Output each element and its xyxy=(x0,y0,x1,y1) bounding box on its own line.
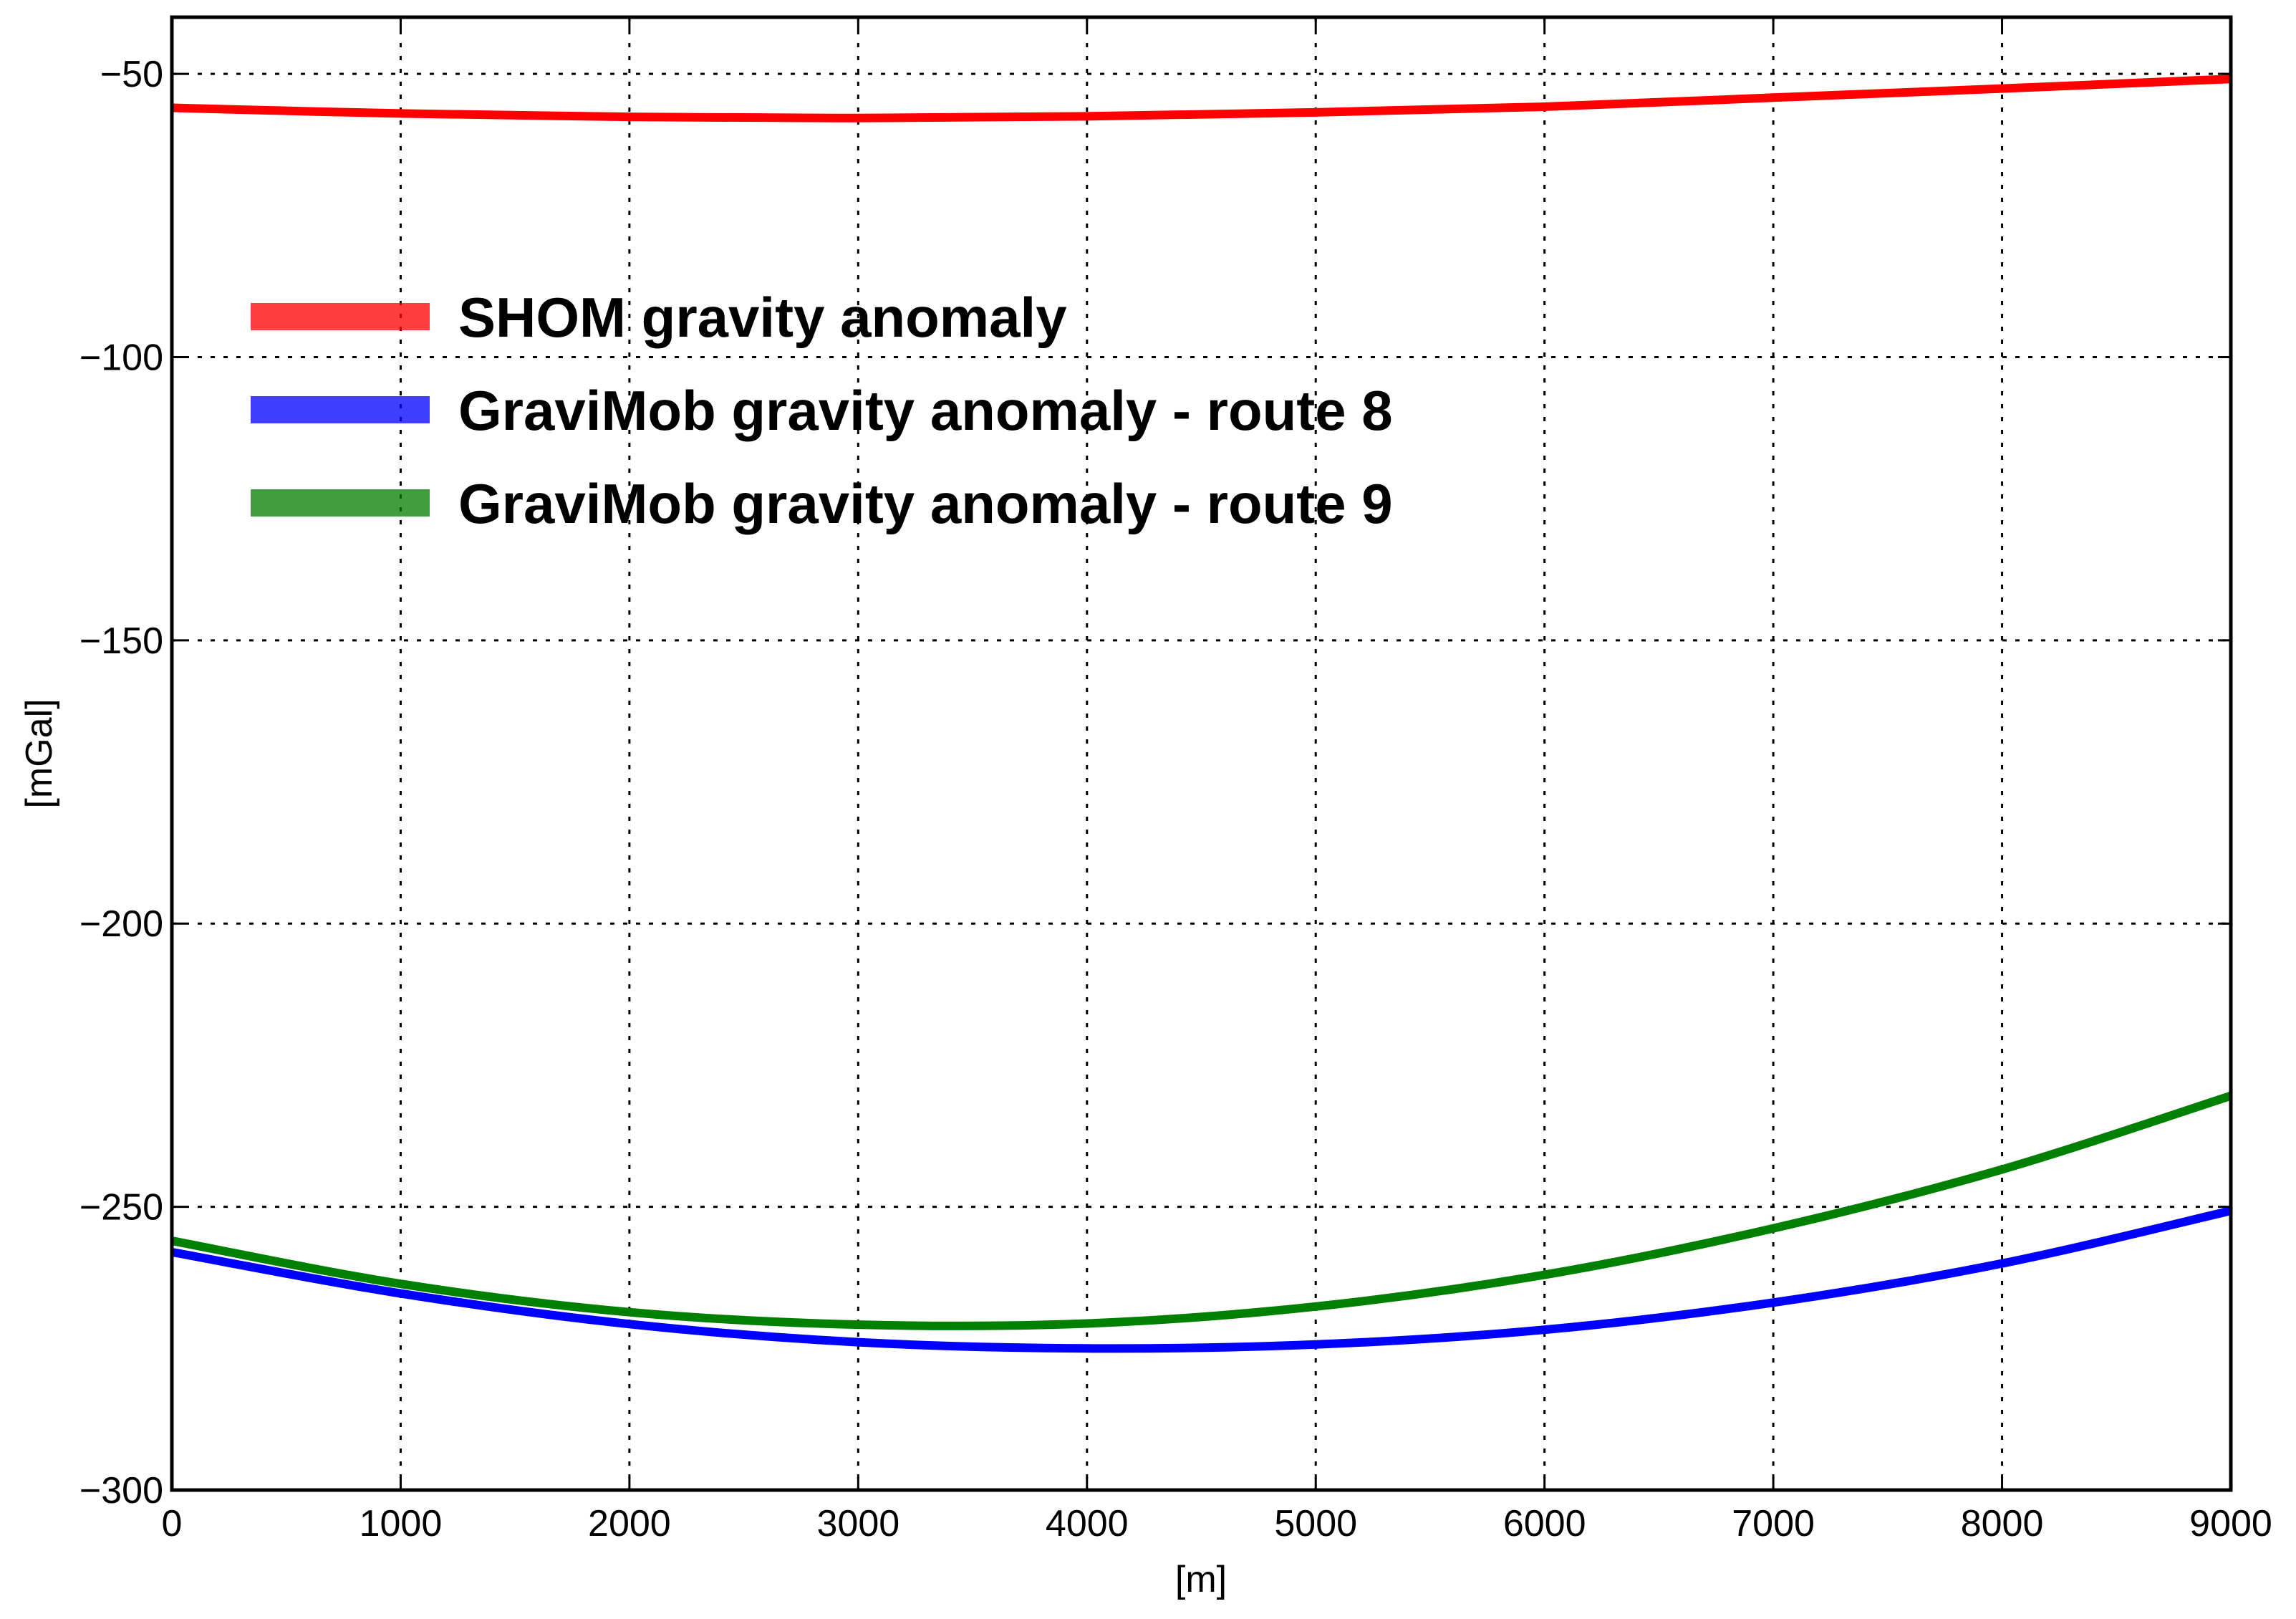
x-tick-label: 7000 xyxy=(1732,1503,1815,1544)
x-tick-labels: 0 1000 2000 3000 4000 5000 6000 7000 8000 9000 xyxy=(162,1503,2272,1544)
series-line-2 xyxy=(170,1206,2232,1353)
x-axis-label: [m] xyxy=(1175,1559,1227,1600)
legend: SHOM gravity anomaly GraviMob gravity ano… xyxy=(251,286,1393,535)
y-tick-label: −50 xyxy=(100,54,163,95)
x-tick-label: 5000 xyxy=(1274,1503,1357,1544)
x-tick-label: 8000 xyxy=(1961,1503,2044,1544)
x-tick-label: 2000 xyxy=(588,1503,671,1544)
series-line-3 xyxy=(170,1091,2232,1330)
y-tick-labels: −300 −250 −200 −150 −100 −50 xyxy=(79,54,163,1512)
x-tick-label: 0 xyxy=(162,1503,183,1544)
x-tick-label: 6000 xyxy=(1503,1503,1586,1544)
y-tick-label: −150 xyxy=(79,620,163,662)
y-axis-label: [mGal] xyxy=(19,698,60,808)
ticks xyxy=(170,17,2232,1491)
y-tick-label: −250 xyxy=(79,1187,163,1229)
x-tick-label: 4000 xyxy=(1046,1503,1129,1544)
y-tick-label: −200 xyxy=(79,903,163,945)
plot-frame xyxy=(170,15,2233,1492)
legend-label-1: SHOM gravity anomaly xyxy=(458,286,1067,349)
series-group xyxy=(170,75,2232,1353)
y-tick-label: −300 xyxy=(79,1470,163,1512)
x-tick-label: 3000 xyxy=(816,1503,899,1544)
x-tick-label: 1000 xyxy=(360,1503,443,1544)
x-tick-label: 9000 xyxy=(2189,1503,2272,1544)
grid xyxy=(172,17,2231,1490)
series-line-1 xyxy=(171,75,2232,122)
legend-label-3: GraviMob gravity anomaly - route 9 xyxy=(458,472,1393,535)
legend-label-2: GraviMob gravity anomaly - route 8 xyxy=(458,379,1393,442)
y-tick-label: −100 xyxy=(79,337,163,378)
